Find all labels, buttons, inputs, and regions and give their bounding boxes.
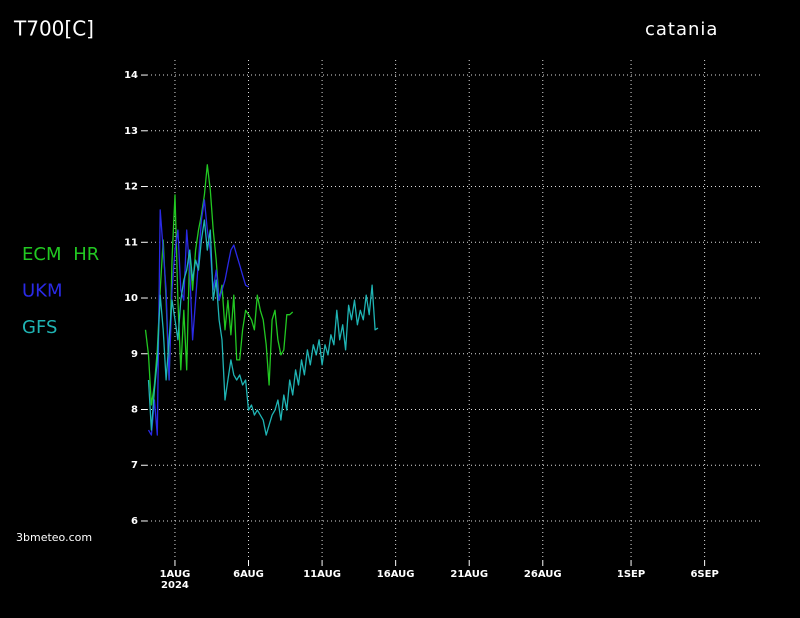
x-tick-label: 21AUG — [450, 569, 488, 580]
x-tick-label: 16AUG — [377, 569, 415, 580]
x-tick-label: 1SEP — [617, 569, 645, 580]
x-tick-label: 11AUG — [303, 569, 341, 580]
y-tick-label: 10 — [124, 293, 138, 304]
series-line — [147, 199, 249, 436]
y-tick-label: 11 — [124, 237, 138, 248]
y-tick-label: 9 — [131, 349, 138, 360]
y-tick-label: 8 — [131, 404, 138, 415]
chart-title: T700[C] — [13, 17, 94, 41]
x-tick-label: 6SEP — [690, 569, 718, 580]
legend-entry: ECM HR — [22, 244, 99, 265]
credit: 3bmeteo.com — [16, 531, 92, 544]
x-tick-label: 1AUG — [160, 569, 191, 580]
legend-entry: GFS — [22, 317, 57, 338]
legend-entry: UKM — [22, 281, 63, 302]
y-tick-label: 7 — [131, 460, 138, 471]
y-tick-label: 6 — [131, 516, 138, 527]
y-tick-label: 14 — [124, 70, 138, 81]
location: catania — [645, 19, 718, 40]
x-tick-label: 6AUG — [233, 569, 264, 580]
series-line — [147, 219, 379, 436]
y-tick-label: 12 — [124, 182, 138, 193]
x-tick-sublabel: 2024 — [161, 580, 189, 591]
x-tick-label: 26AUG — [524, 569, 562, 580]
y-tick-label: 13 — [124, 126, 138, 137]
